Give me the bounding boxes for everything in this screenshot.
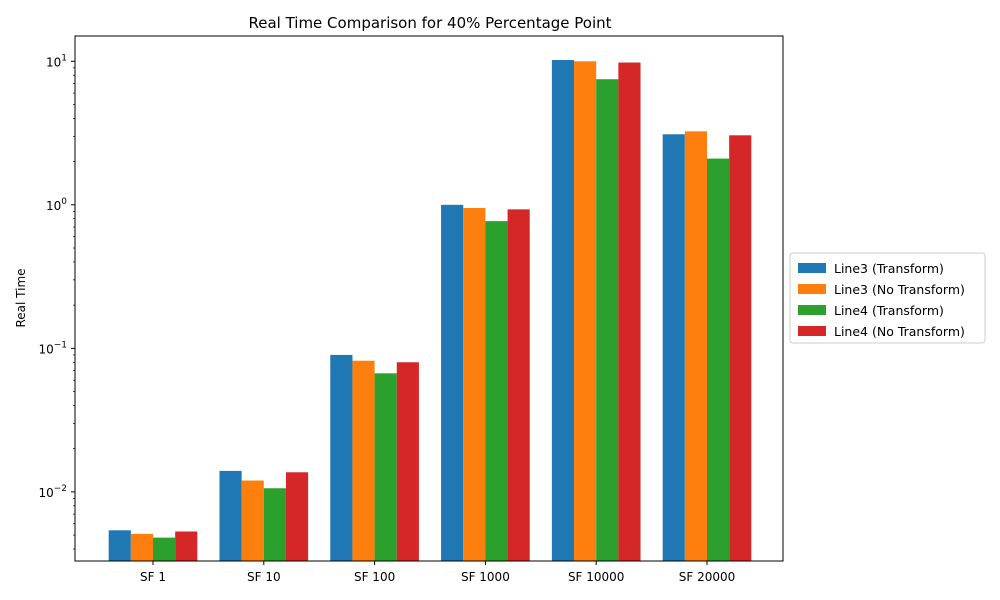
plot-frame [74, 35, 784, 562]
legend-label: Line4 (No Transform) [834, 324, 965, 339]
legend-swatch [798, 284, 826, 294]
y-tick-label: 101 [46, 53, 67, 69]
y-tick-label: 100 [46, 197, 67, 213]
bars-group [108, 60, 752, 562]
bar-1-sf-10000 [551, 60, 575, 561]
bar-3-sf-10 [263, 488, 286, 561]
bar-2-sf-1000 [463, 208, 486, 561]
bar-4-sf-10000 [618, 62, 641, 561]
chart-title: Real Time Comparison for 40% Percentage … [248, 14, 611, 32]
bar-1-sf-10 [219, 470, 242, 561]
bar-2-sf-1 [130, 533, 153, 561]
bar-2-sf-10 [241, 480, 264, 561]
bar-1-sf-20000 [662, 134, 685, 561]
x-tick-label: SF 20000 [679, 570, 736, 584]
legend-swatch [798, 305, 826, 315]
bar-3-sf-20000 [707, 158, 730, 561]
legend-swatch [798, 263, 826, 273]
x-tick-label: SF 100 [354, 570, 395, 584]
bar-3-sf-1000 [485, 221, 508, 562]
x-tick-label: SF 10 [247, 570, 281, 584]
x-tick-label: SF 1 [140, 570, 166, 584]
bar-4-sf-10 [285, 472, 309, 561]
bar-4-sf-20000 [729, 135, 752, 562]
bar-2-sf-100 [352, 360, 375, 561]
x-axis-ticks: SF 1 SF 10 SF 100 SF 1000 SF 10000 SF 20000 [140, 561, 735, 584]
bar-3-sf-100 [374, 373, 397, 561]
legend: Line3 (Transform) Line3 (No Transform) Lin… [789, 252, 986, 344]
x-tick-label: SF 1000 [461, 570, 510, 584]
y-axis-ticks: 10−2 10−1 100 101 [38, 53, 75, 550]
bar-4-sf-1 [175, 531, 198, 561]
bar-4-sf-100 [396, 362, 419, 561]
bar-4-sf-1000 [507, 209, 530, 561]
bar-2-sf-10000 [574, 61, 597, 561]
bar-1-sf-100 [330, 354, 353, 561]
bar-3-sf-1 [153, 537, 176, 561]
bar-1-sf-1000 [441, 204, 464, 561]
y-axis-label: Real Time [14, 268, 28, 327]
bar-3-sf-10000 [596, 79, 619, 562]
y-tick-label: 10−2 [38, 484, 67, 500]
legend-frame [789, 252, 986, 344]
bar-1-sf-1 [108, 530, 131, 561]
legend-label: Line3 (No Transform) [834, 282, 965, 297]
x-tick-label: SF 10000 [568, 570, 625, 584]
legend-swatch [798, 326, 826, 336]
bar-2-sf-20000 [684, 131, 707, 561]
y-tick-label: 10−1 [38, 340, 67, 356]
legend-label: Line3 (Transform) [834, 261, 944, 276]
legend-label: Line4 (Transform) [834, 303, 944, 318]
